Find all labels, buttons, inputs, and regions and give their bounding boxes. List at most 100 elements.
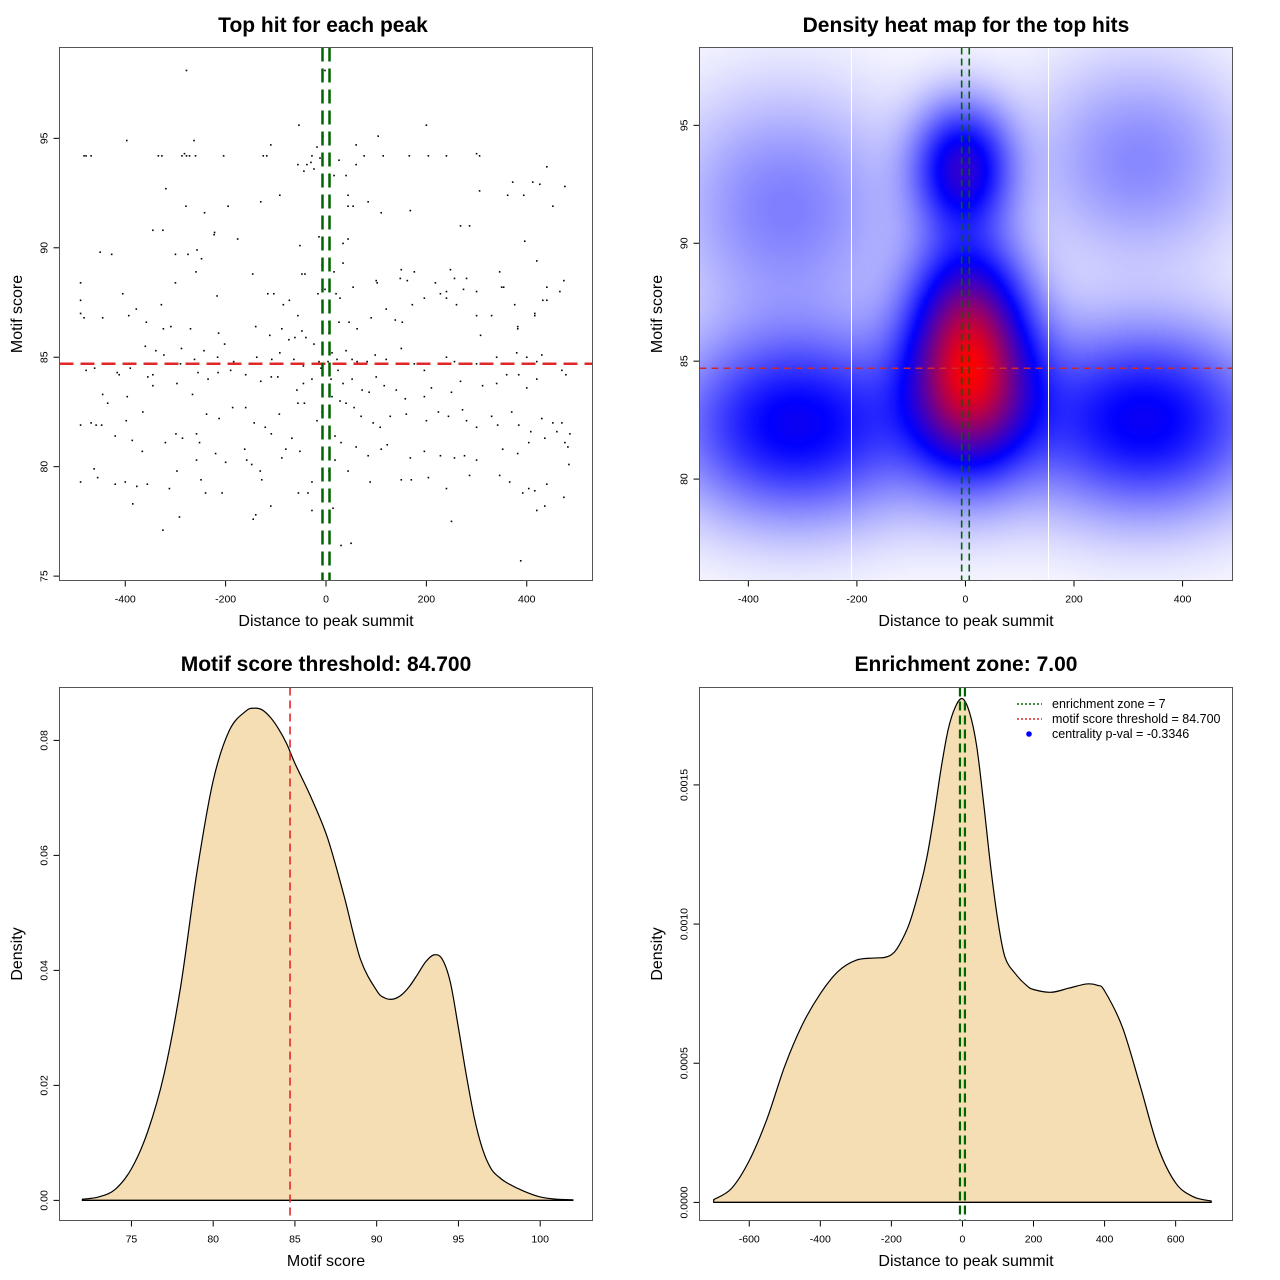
scatter-point xyxy=(453,457,456,459)
scatter-point xyxy=(459,380,462,383)
scatter-point xyxy=(374,354,376,356)
y-tick-label: 85 xyxy=(679,355,691,367)
scatter-point xyxy=(317,292,319,295)
scatter-point xyxy=(355,446,357,448)
scatter-point xyxy=(217,332,220,334)
scatter-point xyxy=(495,356,498,359)
distance-density-title: Enrichment zone: 7.00 xyxy=(855,653,1078,676)
scatter-point xyxy=(423,369,426,372)
scatter-point xyxy=(375,376,377,378)
distance-density-area xyxy=(713,697,1212,1204)
x-tick-label: 85 xyxy=(289,1234,301,1246)
scatter-point xyxy=(382,155,385,157)
scatter-point xyxy=(535,509,538,512)
scatter-point xyxy=(367,454,369,457)
scatter-point xyxy=(345,174,347,177)
scatter-point xyxy=(468,474,471,477)
scatter-point xyxy=(291,437,293,440)
scatter-point xyxy=(352,286,354,288)
scatter-point xyxy=(372,422,374,424)
scatter-point xyxy=(511,181,514,183)
scatter-point xyxy=(262,155,265,157)
y-tick-label: 0.04 xyxy=(39,960,51,981)
scatter-point xyxy=(125,139,128,142)
scatter-point xyxy=(380,211,383,214)
scatter-point xyxy=(278,413,281,415)
scatter-point xyxy=(259,201,262,203)
scatter-point xyxy=(306,163,308,166)
scatter-point xyxy=(345,349,347,352)
scatter-point xyxy=(79,312,82,315)
scatter-point xyxy=(347,238,349,240)
scatter-point xyxy=(197,371,199,374)
scatter-point xyxy=(445,290,448,293)
heatmap-title: Density heat map for the top hits xyxy=(803,14,1130,37)
scatter-point xyxy=(552,205,554,207)
y-tick-label: 0.08 xyxy=(39,730,51,751)
scatter-point xyxy=(216,356,219,359)
scatter-point xyxy=(236,238,239,240)
scatter-point xyxy=(196,249,198,251)
scatter-point xyxy=(351,378,353,380)
scatter-point xyxy=(163,354,165,356)
scatter-point xyxy=(125,419,128,422)
score-density-plot-frame xyxy=(59,687,593,1221)
scatter-point xyxy=(495,382,498,385)
scatter-point xyxy=(152,384,154,387)
y-tick-label: 90 xyxy=(679,237,691,249)
distance-density-y-axis-label: Density xyxy=(649,927,666,980)
scatter-point xyxy=(333,271,335,273)
scatter-point xyxy=(176,470,178,472)
scatter-point xyxy=(259,380,262,383)
scatter-point xyxy=(380,448,383,450)
scatter-point xyxy=(296,389,298,391)
scatter-point xyxy=(500,286,503,288)
scatter-point xyxy=(260,479,263,481)
heatmap-y-ticks: 80 85 90 95 xyxy=(679,119,700,485)
scatter-point xyxy=(334,459,336,461)
scatter-point xyxy=(270,358,273,361)
scatter-point xyxy=(519,559,522,562)
y-tick-label: 75 xyxy=(39,570,51,582)
scatter-point xyxy=(198,441,201,444)
distance-density-x-ticks: -600 -400 -200 0 200 400 600 xyxy=(739,1220,1185,1246)
scatter-point xyxy=(114,435,117,437)
scatter-point xyxy=(427,155,430,157)
scatter-point xyxy=(475,362,478,365)
scatter-point xyxy=(79,481,82,483)
scatter-point xyxy=(331,352,333,354)
x-tick-label: 400 xyxy=(518,594,536,606)
scatter-point xyxy=(147,376,149,378)
scatter-point xyxy=(516,452,519,455)
y-tick-label: 0.0000 xyxy=(679,1186,691,1218)
scatter-point xyxy=(288,338,290,341)
scatter-point xyxy=(217,371,219,374)
scatter-point xyxy=(174,253,177,256)
scatter-point xyxy=(311,509,313,512)
heatmap-density-image xyxy=(699,47,1232,580)
scatter-point xyxy=(439,292,442,295)
scatter-point xyxy=(437,411,440,413)
scatter-point xyxy=(195,459,198,461)
scatter-point xyxy=(99,251,101,253)
scatter-point xyxy=(318,236,320,238)
scatter-point xyxy=(245,459,248,461)
scatter-point xyxy=(83,155,85,157)
scatter-point xyxy=(516,327,519,330)
scatter-point xyxy=(180,347,183,350)
scatter-point xyxy=(461,408,464,411)
scatter-point xyxy=(565,373,567,376)
scatter-point xyxy=(114,483,117,485)
scatter-point xyxy=(282,303,285,306)
scatter-point xyxy=(468,225,471,227)
scatter-point xyxy=(465,419,468,422)
x-tick-label: 400 xyxy=(1174,594,1192,606)
scatter-point xyxy=(316,419,318,422)
scatter-point xyxy=(569,433,571,435)
scatter-point xyxy=(313,343,315,345)
scatter-point xyxy=(356,327,358,330)
scatter-point xyxy=(162,229,164,232)
scatter-point xyxy=(195,433,198,435)
x-tick-label: 75 xyxy=(126,1234,138,1246)
scatter-point xyxy=(204,492,207,494)
